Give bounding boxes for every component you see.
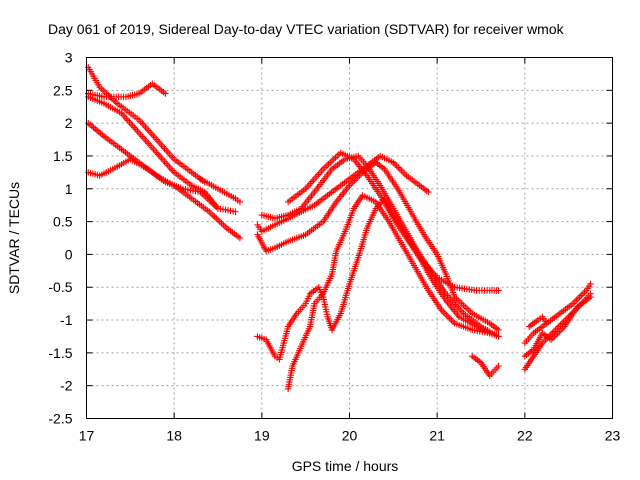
y-tick-label: 1 [65, 181, 73, 197]
x-tick-label: 19 [254, 428, 270, 444]
y-axis-title: SDTVAR / TECUs [6, 182, 22, 294]
y-tick-label: 3 [65, 50, 73, 66]
series-arc-5 [85, 156, 222, 212]
y-tick-label: 2.5 [53, 82, 73, 98]
y-tick-labels: -2.5 -2 -1.5 -1 -0.5 0 0.5 1 1.5 2 2.5 3 [48, 50, 72, 427]
series-arc-13 [469, 352, 502, 380]
data-point [214, 205, 222, 212]
y-tick-label: -2.5 [48, 411, 72, 427]
plot-frame [86, 57, 613, 419]
data-point [236, 234, 244, 242]
y-tick-label: 1.5 [53, 148, 73, 164]
data-point [398, 167, 405, 174]
y-tick-label: -1 [60, 312, 73, 328]
series-arc-7 [254, 152, 432, 235]
x-axis-title: GPS time / hours [292, 458, 399, 474]
chart-title: Day 061 of 2019, Sidereal Day-to-day VTE… [48, 21, 565, 37]
y-tick-label: 2 [65, 115, 73, 131]
series-arc-16 [521, 293, 594, 360]
data-point [232, 208, 239, 215]
data-point [495, 333, 502, 340]
data-point [401, 170, 409, 178]
y-tick-label: 0.5 [53, 214, 73, 230]
x-tick-label: 22 [517, 428, 533, 444]
grid-lines [86, 57, 613, 419]
data-point [444, 313, 452, 320]
x-tick-labels: 17 18 19 20 21 22 23 [79, 428, 621, 444]
data-point [396, 165, 404, 173]
data-point [495, 287, 502, 294]
data-points [85, 64, 594, 393]
data-point [543, 320, 550, 327]
y-tick-label: -1.5 [48, 345, 72, 361]
series-arc-9 [254, 159, 502, 334]
data-point [581, 288, 588, 296]
series-arc-17 [526, 313, 550, 330]
data-point [162, 90, 169, 97]
data-point [587, 280, 594, 288]
x-tick-label: 23 [605, 428, 621, 444]
series-arc-15 [521, 280, 594, 347]
data-point [441, 310, 449, 317]
data-point [587, 293, 594, 301]
data-point [446, 315, 453, 322]
series-arc-3 [85, 93, 239, 215]
x-tick-label: 17 [79, 428, 95, 444]
x-tick-label: 21 [429, 428, 445, 444]
data-point [495, 362, 502, 370]
data-point [393, 162, 400, 169]
data-point [495, 326, 502, 334]
data-point [395, 164, 402, 171]
x-tick-label: 18 [166, 428, 182, 444]
data-point [579, 290, 587, 297]
series-arc-10 [258, 152, 502, 340]
series-arc-11 [254, 195, 502, 363]
y-tick-label: -0.5 [48, 279, 72, 295]
data-point [574, 295, 582, 302]
y-tick-label: -2 [60, 378, 73, 394]
data-point [486, 329, 493, 337]
data-point [576, 293, 583, 301]
data-point [425, 188, 432, 196]
y-tick-label: 0 [65, 246, 73, 262]
series-arc-12 [284, 192, 493, 393]
data-point [399, 169, 407, 176]
series-arc-6 [197, 175, 244, 206]
data-point [578, 292, 585, 299]
data-point [573, 297, 580, 304]
data-point [443, 311, 450, 319]
data-point [448, 316, 455, 324]
x-tick-label: 20 [342, 428, 358, 444]
data-point [236, 198, 244, 206]
data-point [439, 308, 447, 316]
